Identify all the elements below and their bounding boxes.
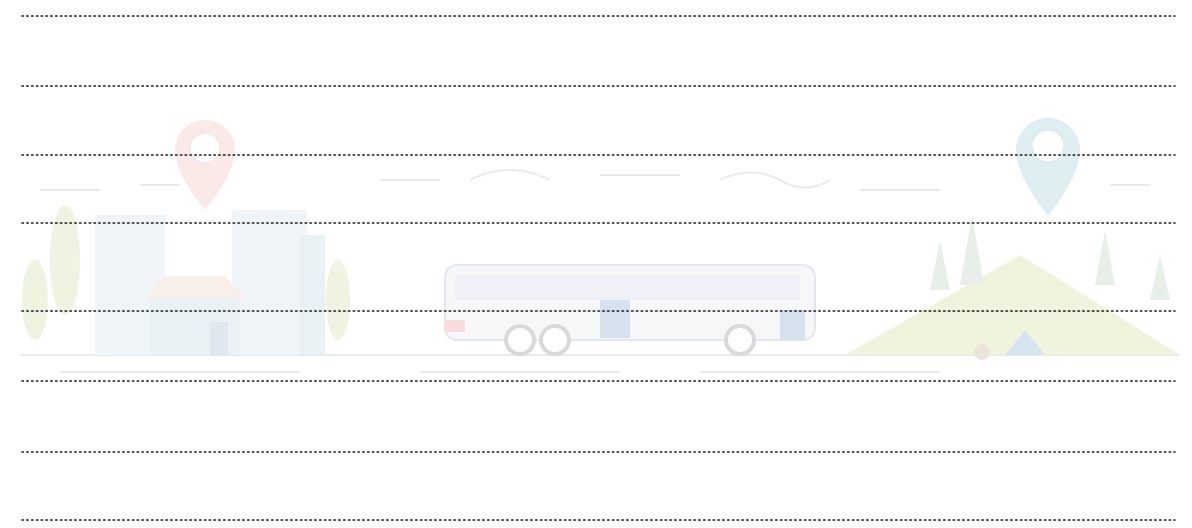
pin-a xyxy=(175,120,235,210)
bus xyxy=(445,265,815,354)
worksheet xyxy=(0,0,1192,528)
pin-b xyxy=(1016,118,1080,216)
background-illustration xyxy=(20,118,1180,372)
page xyxy=(0,0,1192,528)
